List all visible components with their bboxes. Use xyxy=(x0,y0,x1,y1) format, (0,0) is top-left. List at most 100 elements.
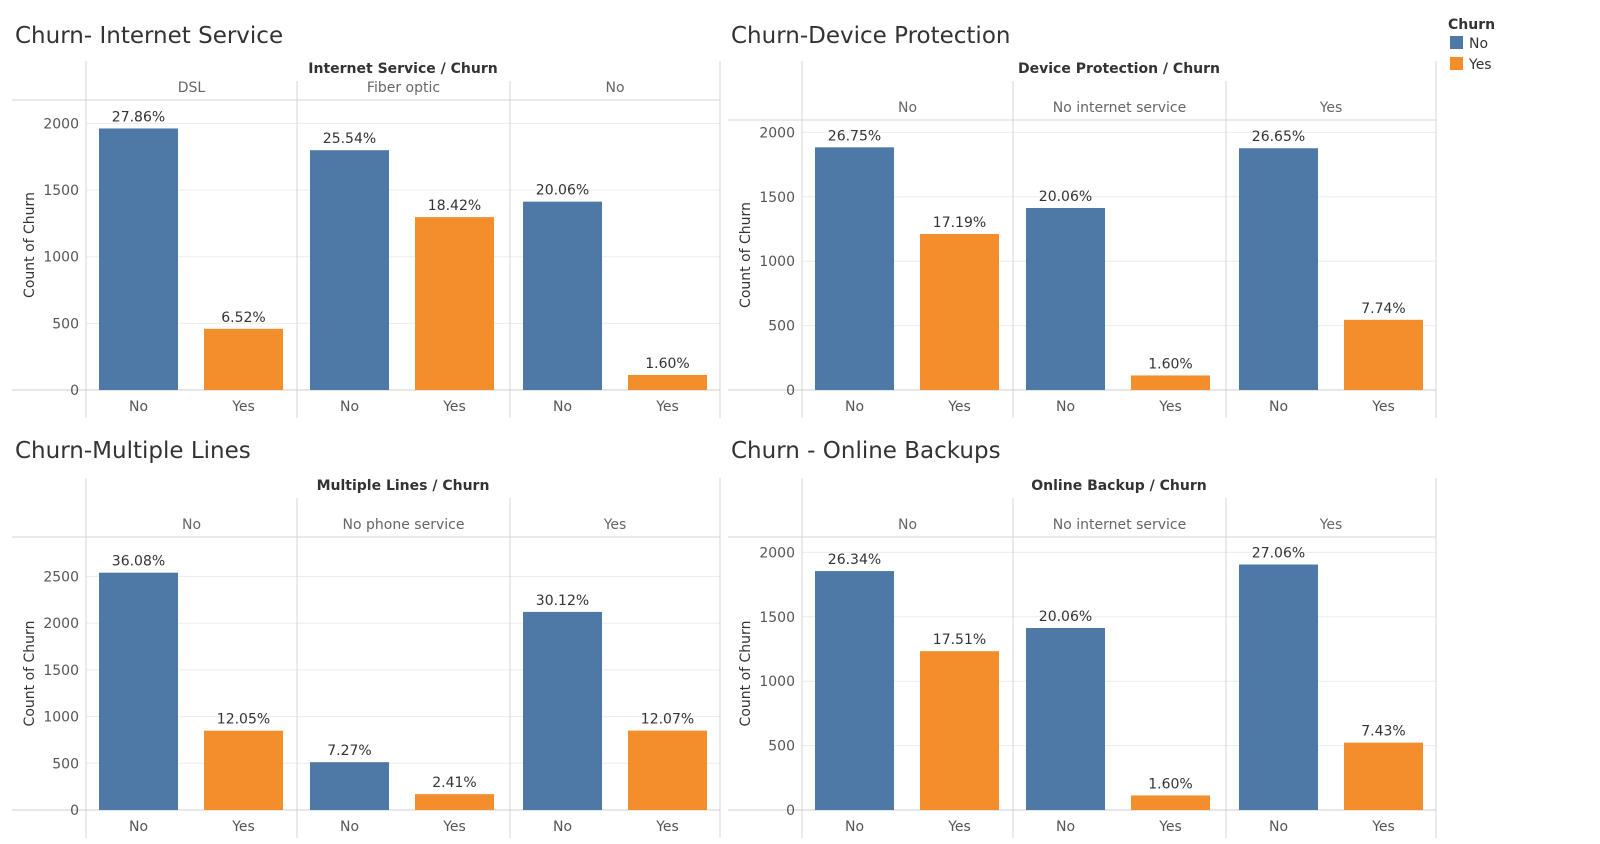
x-category-label: No xyxy=(1056,819,1075,835)
y-tick-label: 1500 xyxy=(759,190,795,206)
bar-yes xyxy=(628,730,707,810)
chart-churn-multiple-lines: Churn-Multiple Lines Multiple Lines / Chu… xyxy=(12,438,721,838)
panel-label: Yes xyxy=(1319,517,1343,533)
bar-no xyxy=(310,150,389,390)
bar-no xyxy=(1239,564,1318,810)
y-axis-label: Count of Churn xyxy=(22,192,38,298)
y-tick-label: 0 xyxy=(70,803,79,819)
data-label: 17.51% xyxy=(933,632,986,648)
y-tick-label: 500 xyxy=(52,316,79,332)
panel-label: No internet service xyxy=(1053,517,1186,533)
y-tick-label: 2000 xyxy=(43,116,79,132)
legend-swatch-no xyxy=(1450,36,1463,49)
panel-label: No phone service xyxy=(343,517,465,533)
x-category-label: No xyxy=(845,399,864,415)
y-tick-label: 500 xyxy=(768,319,795,335)
data-label: 1.60% xyxy=(1148,776,1192,792)
data-label: 27.06% xyxy=(1252,546,1305,562)
panel-no: No 36.08% No 12.05% Yes xyxy=(99,517,283,835)
panel-label: No xyxy=(898,517,917,533)
chart-header: Internet Service / Churn xyxy=(308,61,497,77)
panel-label: No xyxy=(898,100,917,116)
legend-label-yes: Yes xyxy=(1468,57,1492,73)
x-category-label: Yes xyxy=(231,819,255,835)
bar-no xyxy=(99,128,178,390)
y-tick-label: 500 xyxy=(52,756,79,772)
chart-header: Device Protection / Churn xyxy=(1018,61,1220,77)
bar-yes xyxy=(1131,795,1210,810)
legend-label-no: No xyxy=(1469,36,1488,52)
bar-no xyxy=(523,611,602,810)
chart-churn-online-backups: Churn - Online Backups Online Backup / Ch… xyxy=(728,438,1437,838)
bar-yes xyxy=(415,217,494,390)
x-category-label: Yes xyxy=(1371,399,1395,415)
bar-yes xyxy=(204,328,283,390)
legend-item-yes[interactable]: Yes xyxy=(1450,57,1492,73)
y-tick-label: 1000 xyxy=(759,254,795,270)
chart-title: Churn-Device Protection xyxy=(731,23,1010,49)
chart-churn-device-protection: Churn-Device Protection Device Protection… xyxy=(728,23,1437,418)
data-label: 6.52% xyxy=(221,310,265,326)
x-category-label: No xyxy=(553,399,572,415)
panel-no: No 26.75% No 17.19% Yes xyxy=(815,100,999,415)
bar-yes xyxy=(920,234,999,390)
y-axis-label: Count of Churn xyxy=(738,202,754,308)
data-label: 17.19% xyxy=(933,215,986,231)
data-label: 27.86% xyxy=(112,109,165,125)
bar-yes xyxy=(204,730,283,810)
bar-yes xyxy=(1344,319,1423,390)
bar-no xyxy=(99,572,178,810)
x-category-label: No xyxy=(1269,819,1288,835)
y-tick-label: 0 xyxy=(786,383,795,399)
y-axis-label: Count of Churn xyxy=(738,621,754,727)
y-tick-label: 1000 xyxy=(43,250,79,266)
y-tick-label: 0 xyxy=(70,383,79,399)
data-label: 30.12% xyxy=(536,593,589,609)
x-category-label: Yes xyxy=(655,819,679,835)
data-label: 18.42% xyxy=(428,198,481,214)
bar-yes xyxy=(415,794,494,810)
x-category-label: No xyxy=(340,399,359,415)
chart-header: Online Backup / Churn xyxy=(1031,478,1206,494)
x-category-label: No xyxy=(1269,399,1288,415)
data-label: 2.41% xyxy=(432,775,476,791)
panel-no: No 26.34% No 17.51% Yes xyxy=(815,517,999,835)
data-label: 25.54% xyxy=(323,131,376,147)
bar-yes xyxy=(920,651,999,810)
bar-no xyxy=(1239,148,1318,390)
x-category-label: No xyxy=(129,399,148,415)
data-label: 7.43% xyxy=(1361,724,1405,740)
y-tick-label: 2500 xyxy=(43,570,79,586)
y-axis-label: Count of Churn xyxy=(22,621,38,727)
x-category-label: No xyxy=(340,819,359,835)
legend[interactable]: Churn No Yes xyxy=(1448,17,1495,73)
data-label: 12.07% xyxy=(641,712,694,728)
chart-churn-internet-service: Churn- Internet Service Internet Service … xyxy=(12,23,721,418)
panel-no-phone-service: No phone service 7.27% No 2.41% Yes xyxy=(310,517,494,835)
chart-header: Multiple Lines / Churn xyxy=(317,478,490,494)
panel-yes: Yes 30.12% No 12.07% Yes xyxy=(523,517,707,835)
panel-no-internet-service: No internet service 20.06% No 1.60% Yes xyxy=(1026,517,1210,835)
data-label: 1.60% xyxy=(1148,356,1192,372)
bar-no xyxy=(815,571,894,810)
chart-title: Churn-Multiple Lines xyxy=(15,438,251,464)
y-tick-label: 2000 xyxy=(43,616,79,632)
y-tick-label: 2000 xyxy=(759,125,795,141)
data-label: 20.06% xyxy=(1039,609,1092,625)
data-label: 7.27% xyxy=(327,743,371,759)
panel-label: Yes xyxy=(1319,100,1343,116)
panel-label: Fiber optic xyxy=(367,80,440,96)
panel-label: No internet service xyxy=(1053,100,1186,116)
legend-item-no[interactable]: No xyxy=(1450,36,1488,52)
data-label: 26.75% xyxy=(828,128,881,144)
legend-title: Churn xyxy=(1448,17,1495,33)
data-label: 20.06% xyxy=(1039,189,1092,205)
x-category-label: No xyxy=(129,819,148,835)
panel-label: DSL xyxy=(178,80,206,96)
data-label: 7.74% xyxy=(1361,301,1405,317)
x-category-label: No xyxy=(553,819,572,835)
x-category-label: Yes xyxy=(1158,399,1182,415)
legend-swatch-yes xyxy=(1450,57,1463,70)
y-tick-label: 1000 xyxy=(43,710,79,726)
